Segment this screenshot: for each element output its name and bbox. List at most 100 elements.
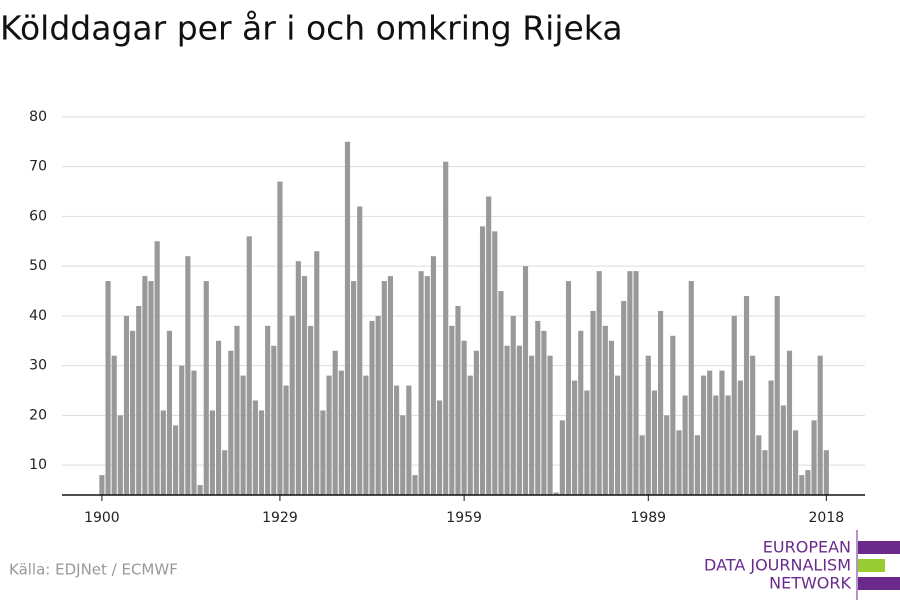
logo-bar xyxy=(858,559,885,572)
bar xyxy=(148,281,154,495)
bar xyxy=(105,281,111,495)
bar xyxy=(572,380,578,495)
bar xyxy=(418,271,424,495)
x-tick-label: 2018 xyxy=(809,510,845,526)
bar xyxy=(191,370,197,495)
y-tick-label: 50 xyxy=(29,258,47,274)
bar xyxy=(737,380,743,495)
bar xyxy=(793,430,799,495)
bar xyxy=(627,271,633,495)
bar xyxy=(142,276,148,495)
x-tick-label: 1959 xyxy=(446,510,482,526)
bar xyxy=(645,355,651,495)
bar xyxy=(799,475,805,495)
chart-title: Kölddagar per år i och omkring Rijeka xyxy=(0,9,623,48)
bar xyxy=(117,415,123,495)
bar xyxy=(541,330,547,495)
y-tick-label: 80 xyxy=(29,109,47,125)
bar xyxy=(265,325,271,495)
bar xyxy=(179,365,185,495)
bar xyxy=(234,325,240,495)
bar xyxy=(424,276,430,495)
bar xyxy=(535,320,541,495)
bar xyxy=(479,226,486,495)
bar xyxy=(786,350,793,495)
bar xyxy=(394,385,400,495)
bar xyxy=(602,325,608,495)
y-tick-label: 40 xyxy=(29,308,47,324)
bar xyxy=(559,420,565,495)
bar xyxy=(381,281,387,495)
bar xyxy=(565,281,572,495)
x-tick-label: 1900 xyxy=(84,510,120,526)
bar xyxy=(547,355,553,495)
bar xyxy=(731,315,737,495)
bar xyxy=(436,400,443,495)
bar xyxy=(823,450,829,495)
bar xyxy=(215,340,222,495)
bar xyxy=(375,315,381,495)
bar xyxy=(301,276,308,495)
bar xyxy=(670,335,676,495)
logo-bar xyxy=(858,577,900,590)
bar xyxy=(651,390,657,495)
bar xyxy=(522,266,529,495)
bar xyxy=(283,385,289,495)
bar xyxy=(400,415,406,495)
bar xyxy=(621,300,627,495)
bar xyxy=(529,355,535,495)
bar xyxy=(252,400,258,495)
logo-text: NETWORK xyxy=(769,574,851,593)
bar xyxy=(682,395,688,495)
bar xyxy=(498,291,504,495)
bar xyxy=(584,390,590,495)
bar xyxy=(473,350,479,495)
bar xyxy=(203,281,209,495)
bar xyxy=(639,435,645,495)
x-tick-label: 1989 xyxy=(630,510,666,526)
bar xyxy=(240,375,246,495)
bar xyxy=(578,330,584,495)
bar xyxy=(811,420,817,495)
bar xyxy=(756,435,762,495)
logo-text: EUROPEAN xyxy=(763,538,851,557)
logo-bar xyxy=(858,541,900,554)
bar xyxy=(222,450,228,495)
bar xyxy=(516,345,522,495)
bar xyxy=(596,271,602,495)
bar xyxy=(289,315,295,495)
y-tick-label: 10 xyxy=(29,457,47,473)
bar xyxy=(455,305,461,495)
bar xyxy=(277,181,283,495)
bar xyxy=(719,370,725,495)
bar xyxy=(743,296,750,495)
bar xyxy=(707,370,713,495)
bar xyxy=(387,276,394,495)
bar xyxy=(332,350,338,495)
bar xyxy=(768,380,774,495)
y-tick-label: 20 xyxy=(29,407,47,423)
bar xyxy=(357,206,363,495)
bar xyxy=(154,241,160,495)
bar xyxy=(130,330,136,495)
bar xyxy=(590,310,596,495)
bar xyxy=(295,261,301,495)
bar xyxy=(443,161,449,496)
bar xyxy=(197,485,203,495)
bar xyxy=(762,450,768,495)
bar xyxy=(99,475,105,495)
bar xyxy=(817,355,823,495)
source: Källa: EDJNet / ECMWF xyxy=(9,561,178,579)
bar xyxy=(111,355,117,495)
bar xyxy=(486,196,492,495)
bar xyxy=(136,305,142,495)
bar xyxy=(338,370,344,495)
bar xyxy=(713,395,719,495)
bar xyxy=(676,430,682,495)
bar xyxy=(173,425,179,495)
bar xyxy=(657,310,664,495)
y-tick-label: 60 xyxy=(29,208,47,224)
bar xyxy=(314,251,320,495)
bar xyxy=(258,410,265,495)
